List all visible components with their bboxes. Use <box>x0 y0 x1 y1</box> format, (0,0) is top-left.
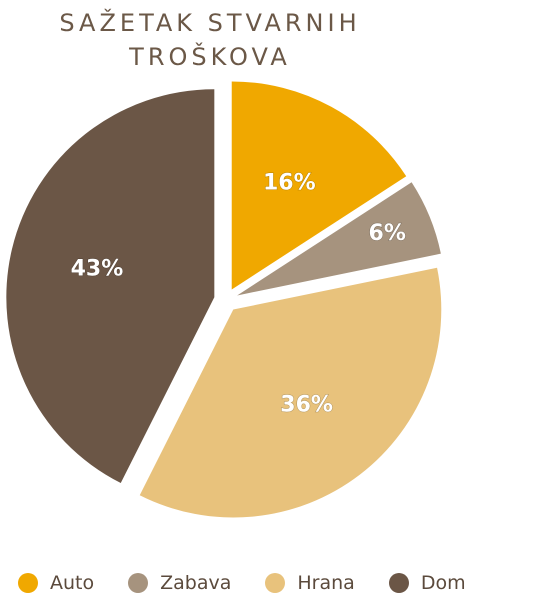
pie-label-dom: 43% <box>71 256 124 281</box>
pie-slices <box>6 81 442 518</box>
pie-slice-dom <box>6 89 215 483</box>
pie-label-zabava: 6% <box>369 221 406 246</box>
legend-label-auto: Auto <box>50 572 95 594</box>
pie-slice-zabava <box>237 182 441 296</box>
pie-slice-hrana <box>139 267 442 518</box>
legend-label-hrana: Hrana <box>297 572 355 594</box>
pie-labels: 16% 6% 36% 43% <box>70 170 406 418</box>
legend-swatch-dom <box>388 573 409 593</box>
pie-slice-auto <box>231 81 407 290</box>
chart-title-line-1: SAŽETAK STVARNIH <box>59 9 361 37</box>
legend-item-auto: Auto <box>18 572 94 594</box>
chart-title: SAŽETAK STVARNIH TROŠKOVA <box>0 6 420 74</box>
legend-swatch-zabava <box>128 573 149 593</box>
pie-label-hrana: 36% <box>280 392 333 417</box>
legend-swatch-hrana <box>265 573 286 593</box>
chart-title-line-2: TROŠKOVA <box>129 43 291 71</box>
legend-item-zabava: Zabava <box>128 572 231 594</box>
pie-chart: 16% 6% 36% 43% <box>6 81 442 518</box>
pie-label-auto: 16% <box>263 170 316 195</box>
legend-label-zabava: Zabava <box>160 572 232 594</box>
legend: Auto Zabava Hrana Dom <box>18 568 528 598</box>
legend-item-dom: Dom <box>388 572 466 594</box>
legend-item-hrana: Hrana <box>265 572 355 594</box>
legend-label-dom: Dom <box>420 572 466 594</box>
legend-swatch-auto <box>18 573 38 593</box>
